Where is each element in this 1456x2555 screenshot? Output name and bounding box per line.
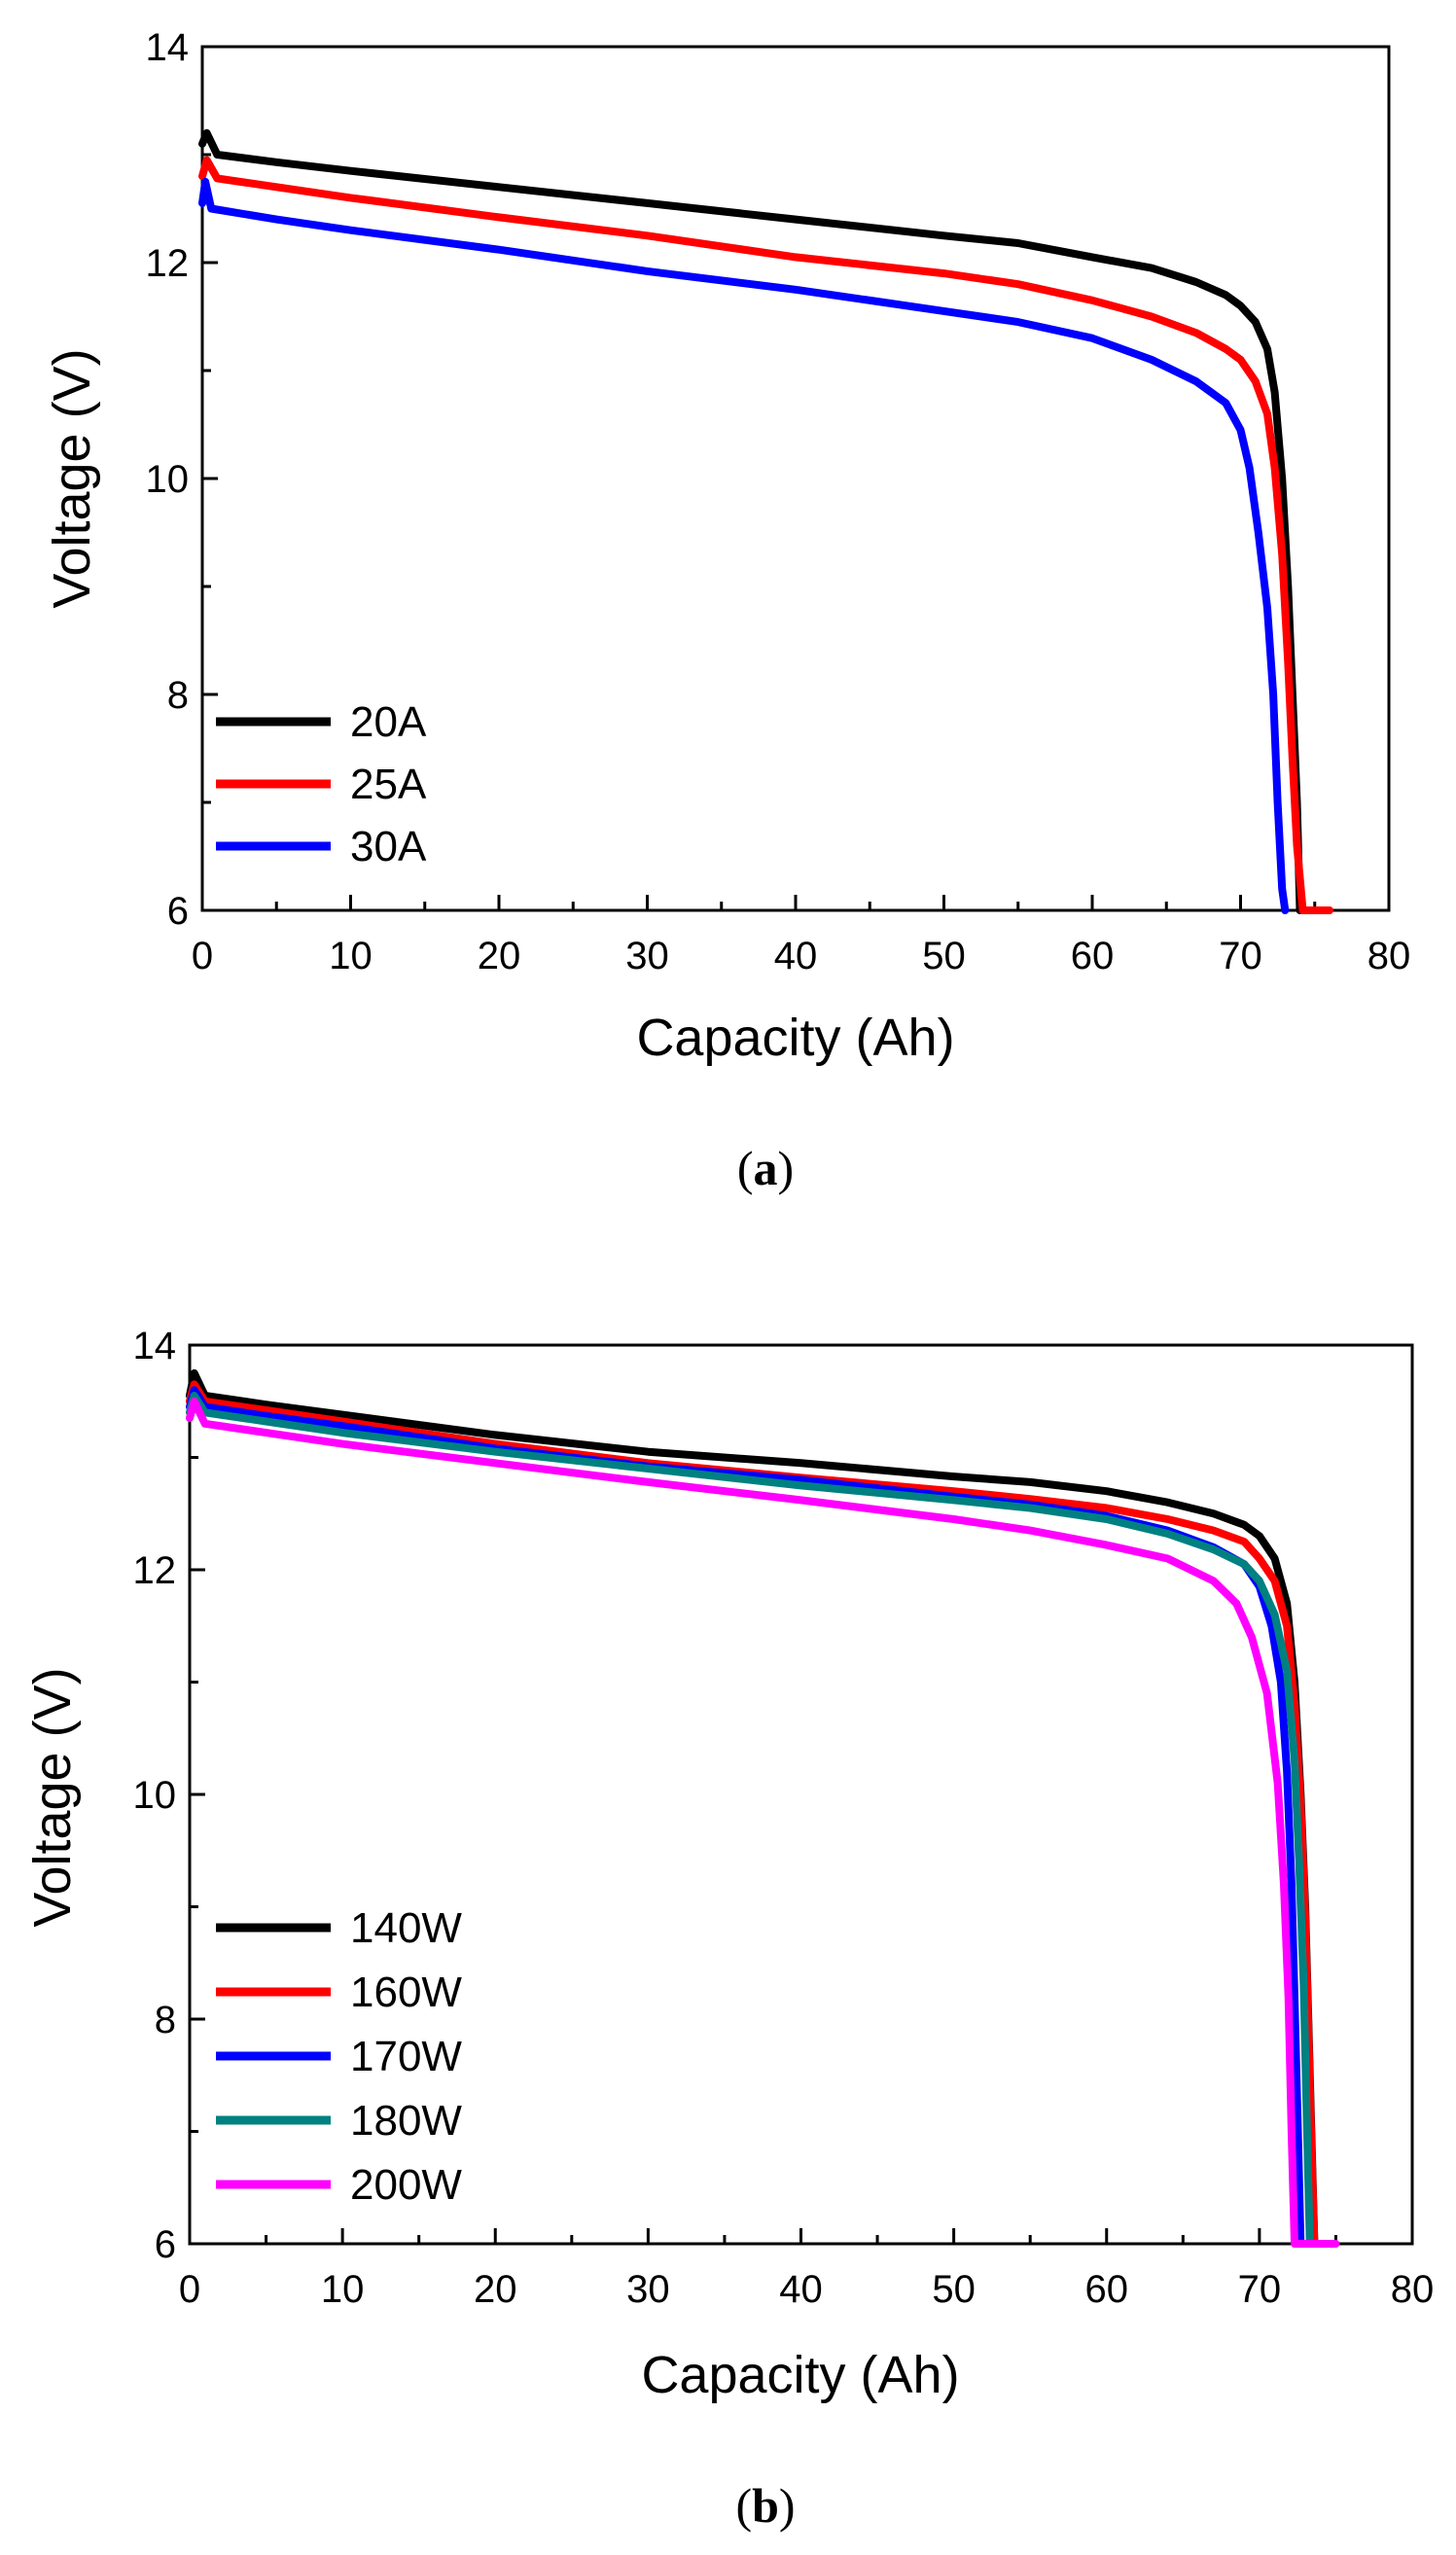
legend-label: 25A	[350, 761, 427, 808]
y-tick-label: 12	[146, 242, 190, 285]
legend-label: 200W	[350, 2161, 462, 2209]
legend: 140W 160W 170W 180W 200W	[216, 1904, 462, 2209]
x-tick-label: 30	[625, 935, 669, 977]
y-tick-label: 6	[167, 890, 189, 933]
x-tick-label: 70	[1219, 935, 1262, 977]
y-tick-label: 14	[133, 1325, 177, 1367]
y-tick-label: 10	[146, 458, 190, 501]
x-tick-label: 40	[779, 2268, 823, 2311]
legend-label: 30A	[350, 823, 427, 870]
chart-panel-b: 0 10 20 30 40 50 60 70 80 6 8 10 12 14 140W 160W 170W 18…	[23, 1325, 1434, 2533]
series-line-180W	[186, 1392, 1314, 2248]
series-group	[186, 1368, 1340, 2248]
legend-label: 160W	[350, 1969, 462, 2016]
legend-label: 20A	[350, 698, 427, 746]
y-tick-label: 14	[146, 26, 190, 69]
legend: 20A 25A 30A	[216, 698, 427, 870]
x-tick-label: 10	[321, 2268, 365, 2311]
x-tick-label: 60	[1071, 935, 1115, 977]
x-axis-title: Capacity (Ah)	[641, 2346, 959, 2404]
y-tick-label: 12	[133, 1549, 177, 1592]
panel-label: (b)	[735, 2478, 795, 2533]
legend-label: 140W	[350, 1904, 462, 1952]
x-tick-label: 40	[774, 935, 818, 977]
panel-label: (a)	[737, 1141, 794, 1195]
y-tick-label: 8	[167, 674, 189, 717]
x-tick-label: 20	[478, 935, 521, 977]
x-tick-label: 30	[626, 2268, 670, 2311]
y-axis-title: Voltage (V)	[43, 348, 101, 608]
series-group	[198, 128, 1333, 914]
legend-label: 180W	[350, 2097, 462, 2145]
x-tick-label: 70	[1238, 2268, 1282, 2311]
x-tick-label: 80	[1367, 935, 1411, 977]
series-line-30A	[198, 177, 1290, 914]
x-tick-label: 10	[329, 935, 373, 977]
legend-label: 170W	[350, 2033, 462, 2080]
x-tick-label: 20	[474, 2268, 517, 2311]
series-line-200W	[186, 1397, 1340, 2248]
y-tick-label: 8	[155, 1999, 176, 2041]
x-tick-label: 0	[179, 2268, 200, 2311]
axis-ticks: 0 10 20 30 40 50 60 70 80 6 8 10 12 14	[133, 1325, 1435, 2311]
y-axis-title: Voltage (V)	[23, 1667, 82, 1927]
y-tick-label: 10	[133, 1774, 177, 1817]
x-tick-label: 50	[922, 935, 966, 977]
x-axis-title: Capacity (Ah)	[636, 1009, 954, 1067]
x-tick-label: 60	[1085, 2268, 1129, 2311]
axis-ticks: 0 10 20 30 40 50 60 70 80 6 8 10 12 14	[146, 26, 1411, 977]
series-line-160W	[186, 1380, 1319, 2248]
series-line-20A	[198, 128, 1304, 914]
chart-panel-a: 0 10 20 30 40 50 60 70 80 6 8 10 12 14 20A 25A 30A Capa…	[43, 26, 1410, 1195]
x-tick-label: 0	[192, 935, 213, 977]
series-line-25A	[198, 156, 1333, 914]
x-tick-label: 80	[1391, 2268, 1435, 2311]
y-tick-label: 6	[155, 2223, 176, 2266]
x-tick-label: 50	[932, 2268, 976, 2311]
